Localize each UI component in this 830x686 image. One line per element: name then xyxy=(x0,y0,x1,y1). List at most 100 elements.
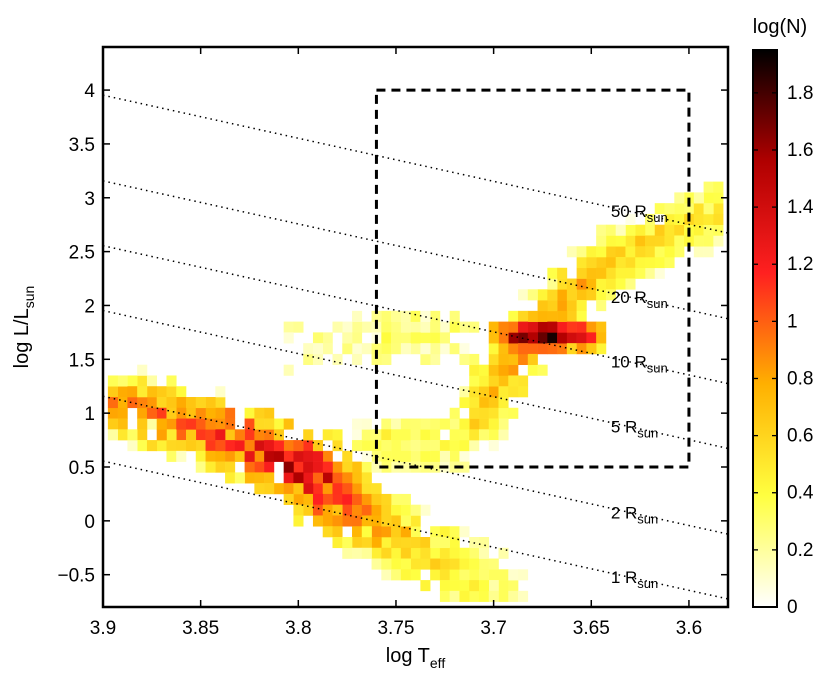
heatmap-cell xyxy=(527,332,538,344)
heatmap-cell xyxy=(674,203,685,215)
heatmap-cell xyxy=(244,440,255,452)
heatmap-cell xyxy=(195,407,206,419)
heatmap-cell xyxy=(391,332,402,344)
heatmap-cell xyxy=(703,181,714,193)
heatmap-cell xyxy=(254,483,265,495)
heatmap-cell xyxy=(439,569,450,581)
heatmap-cell xyxy=(420,537,431,549)
heatmap-cell xyxy=(332,515,343,527)
x-axis-label: log Teff xyxy=(386,645,446,671)
y-axis-ticks: −0.5 0 0.5 1 1.5 2 2.5 3 3.5 4 xyxy=(57,81,728,587)
y-axis-label-main: log L/L xyxy=(11,308,33,368)
heatmap-cell xyxy=(430,440,441,452)
heatmap-cell xyxy=(332,526,343,538)
heatmap-cell xyxy=(361,483,372,495)
heatmap-cell xyxy=(430,353,441,365)
heatmap-cell xyxy=(293,472,304,484)
x-tick-label: 3.6 xyxy=(676,618,702,639)
heatmap-cell xyxy=(352,483,363,495)
heatmap-cell xyxy=(195,397,206,409)
heatmap-cell xyxy=(312,472,324,484)
heatmap-cell xyxy=(391,526,402,538)
heatmap-cell xyxy=(605,278,616,290)
heatmap-cell xyxy=(371,483,382,495)
heatmap-cell xyxy=(186,418,197,430)
radius-line xyxy=(102,94,729,234)
heatmap-cell xyxy=(508,580,519,592)
heatmap-cell xyxy=(635,224,646,236)
radius-line xyxy=(102,395,729,535)
heatmap-cell xyxy=(381,321,392,333)
heatmap-cell xyxy=(537,332,548,344)
heatmap-cell xyxy=(156,418,167,430)
heatmap-cell xyxy=(400,310,411,322)
heatmap-cell xyxy=(400,526,411,538)
heatmap-cell xyxy=(322,504,333,516)
heatmap-cell xyxy=(391,440,402,452)
heatmap-cell xyxy=(459,343,470,355)
heatmap-cell xyxy=(361,547,372,559)
heatmap-cell xyxy=(635,257,646,269)
heatmap-cell xyxy=(527,310,538,322)
heatmap-cell xyxy=(381,537,392,549)
heatmap-cell xyxy=(127,375,138,387)
heatmap-cell xyxy=(664,224,675,236)
heatmap-cell xyxy=(547,300,558,312)
y-tick-label: 4 xyxy=(84,81,95,102)
heatmap-cell xyxy=(693,235,704,247)
heatmap-cell xyxy=(459,547,470,559)
heatmap-cell xyxy=(361,537,372,549)
heatmap-cell xyxy=(586,246,597,258)
heatmap-cell xyxy=(615,224,626,236)
heatmap-cell xyxy=(107,386,118,398)
heatmap-cell xyxy=(117,375,128,387)
heatmap-cell xyxy=(332,353,343,365)
heatmap-cell xyxy=(361,440,372,452)
heatmap-cell xyxy=(674,246,685,258)
heatmap-cell xyxy=(488,569,499,581)
heatmap-cell xyxy=(273,440,284,452)
heatmap-cell xyxy=(674,213,685,225)
heatmap-cell xyxy=(430,537,441,549)
heatmap-cell xyxy=(322,472,333,484)
heatmap-cell xyxy=(352,472,363,484)
heatmap-cell xyxy=(371,493,382,505)
heatmap-cell xyxy=(420,558,431,570)
colorbar-tick-label: 1.6 xyxy=(787,140,813,161)
heatmap-cell xyxy=(449,310,460,322)
heatmap-cell xyxy=(195,450,206,462)
x-tick-label: 3.85 xyxy=(182,618,219,639)
heatmap-cell xyxy=(127,429,138,441)
radius-label-main: 10 R xyxy=(611,353,647,372)
heatmap-cell xyxy=(254,461,265,473)
heatmap-cell xyxy=(342,515,353,527)
heatmap-cell xyxy=(117,429,128,441)
heatmap-cell xyxy=(566,278,577,290)
heatmap-cell xyxy=(527,364,538,376)
heatmap-cell xyxy=(342,537,353,549)
heatmap-cell xyxy=(420,418,431,430)
heatmap-cell xyxy=(459,429,470,441)
y-axis-label-sub: sun xyxy=(21,286,37,309)
heatmap-cell xyxy=(342,450,353,462)
heatmap-cell xyxy=(312,504,324,516)
radius-label: 5 Rsun xyxy=(611,418,658,441)
heatmap-cell xyxy=(644,246,656,258)
heatmap-cell xyxy=(332,483,343,495)
heatmap-cell xyxy=(625,213,636,225)
heatmap-cell xyxy=(410,537,421,549)
heatmap-cell xyxy=(449,440,460,452)
heatmap-cell xyxy=(342,472,353,484)
heatmap-cell xyxy=(508,386,519,398)
heatmap-cell xyxy=(478,364,490,376)
heatmap-cell xyxy=(400,343,411,355)
heatmap-cell xyxy=(342,343,353,355)
heatmap-cell xyxy=(303,429,314,441)
heatmap-cell xyxy=(625,257,636,269)
heatmap-cell xyxy=(439,418,450,430)
heatmap-cell xyxy=(420,332,431,344)
heatmap-cell xyxy=(166,397,177,409)
heatmap-cell xyxy=(674,235,685,247)
heatmap-cell xyxy=(420,440,431,452)
